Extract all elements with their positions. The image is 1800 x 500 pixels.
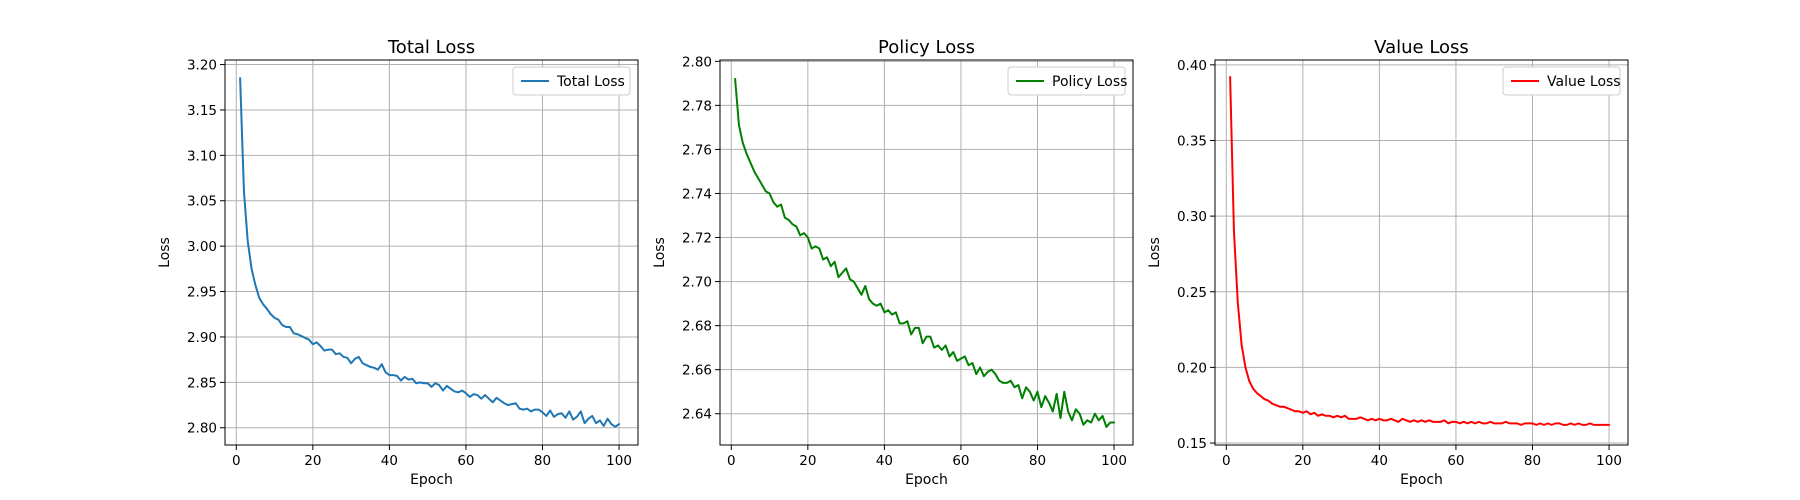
- chart-title: Policy Loss: [878, 37, 975, 58]
- x-tick-label: 100: [1101, 453, 1127, 469]
- y-tick-label: 2.72: [682, 231, 712, 247]
- y-tick-label: 2.85: [187, 375, 217, 391]
- y-axis-label: Loss: [1147, 237, 1163, 268]
- y-tick-label: 2.66: [682, 363, 712, 379]
- subplot-3: 0 20 40 60 80 100 0.15 0.20 0.25 0.30 0.35 0.40 Valu…: [1147, 37, 1629, 488]
- x-tick-label: 60: [952, 453, 969, 469]
- y-tick-label: 2.80: [682, 54, 712, 70]
- y-tick-label: 2.76: [682, 142, 712, 158]
- axes-frame: [1214, 59, 1629, 446]
- subplot-2: 0 20 40 60 80 100 2.64 2.66 2.68 2.70 2.72 2.74 2.76…: [652, 37, 1134, 488]
- y-tick-label: 2.90: [187, 330, 217, 346]
- y-tick-label: 0.25: [1177, 285, 1207, 301]
- y-tick-label: 3.05: [187, 194, 217, 210]
- series-line-1: [1229, 75, 1611, 426]
- x-tick-label: 100: [606, 453, 632, 469]
- y-tick-label: 3.15: [187, 103, 217, 119]
- y-tick-label: 0.15: [1177, 436, 1207, 452]
- y-tick-label: 0.20: [1177, 360, 1207, 376]
- chart-title: Total Loss: [387, 37, 475, 58]
- legend: Value Loss: [1502, 66, 1621, 96]
- x-tick-label: 80: [1524, 453, 1541, 469]
- chart-title: Value Loss: [1374, 37, 1469, 58]
- y-tick-label: 2.95: [187, 285, 217, 301]
- x-tick-label: 20: [1294, 453, 1311, 469]
- y-tick-label: 3.20: [187, 58, 217, 74]
- subplot-1: 0 20 40 60 80 100 2.80 2.85 2.90 2.95 3.00 3.05 3.10…: [157, 37, 639, 488]
- axes-frame: [224, 59, 639, 446]
- x-tick-label: 80: [534, 453, 551, 469]
- x-tick-label: 60: [1447, 453, 1464, 469]
- y-tick-label: 2.80: [187, 421, 217, 437]
- y-tick-label: 3.10: [187, 148, 217, 164]
- x-axis-label: Epoch: [905, 472, 948, 488]
- y-tick-label: 3.00: [187, 239, 217, 255]
- x-tick-label: 80: [1029, 453, 1046, 469]
- series-line-1: [239, 77, 621, 428]
- legend-box: [512, 66, 631, 96]
- y-tick-label: 2.68: [682, 319, 712, 335]
- axes-frame: [719, 59, 1134, 446]
- y-tick-label: 0.40: [1177, 58, 1207, 74]
- x-tick-label: 100: [1596, 453, 1622, 469]
- y-tick-label: 0.30: [1177, 209, 1207, 225]
- x-tick-label: 60: [457, 453, 474, 469]
- legend-box: [1502, 66, 1621, 96]
- x-tick-label: 20: [799, 453, 816, 469]
- y-axis-label: Loss: [157, 237, 173, 268]
- legend-box: [1007, 66, 1126, 96]
- x-axis-label: Epoch: [1400, 472, 1443, 488]
- x-tick-label: 40: [876, 453, 893, 469]
- x-tick-label: 0: [1222, 453, 1231, 469]
- legend: Total Loss: [512, 66, 631, 96]
- y-axis-label: Loss: [652, 237, 668, 268]
- y-tick-label: 2.64: [682, 407, 712, 423]
- y-tick-label: 2.70: [682, 275, 712, 291]
- y-tick-label: 2.74: [682, 186, 712, 202]
- series-line-1: [734, 77, 1116, 428]
- legend-label: Total Loss: [556, 74, 625, 90]
- legend-label: Value Loss: [1547, 74, 1621, 90]
- x-tick-label: 20: [304, 453, 321, 469]
- x-tick-label: 40: [381, 453, 398, 469]
- y-tick-label: 2.78: [682, 98, 712, 114]
- legend-label: Policy Loss: [1052, 74, 1127, 90]
- x-tick-label: 40: [1371, 453, 1388, 469]
- x-tick-label: 0: [232, 453, 241, 469]
- x-axis-label: Epoch: [410, 472, 453, 488]
- x-tick-label: 0: [727, 453, 736, 469]
- legend: Policy Loss: [1007, 66, 1127, 96]
- y-tick-label: 0.35: [1177, 133, 1207, 149]
